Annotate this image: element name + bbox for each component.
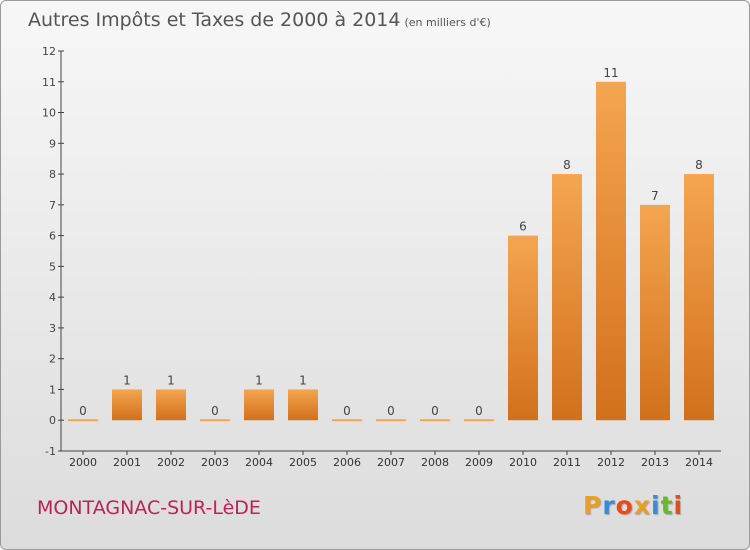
bar-value-label: 8	[563, 158, 571, 172]
bar[interactable]	[508, 235, 538, 421]
bar[interactable]	[420, 419, 450, 422]
y-tick-label: 3	[49, 322, 56, 335]
y-tick-label: 7	[49, 199, 56, 212]
x-tick-label: 2006	[333, 456, 361, 469]
bar[interactable]	[552, 174, 582, 421]
x-tick-label: 2014	[685, 456, 713, 469]
y-tick-label: 2	[49, 353, 56, 366]
logo-letter: x	[633, 491, 651, 520]
bar-value-label: 11	[603, 66, 618, 80]
logo-letter: i	[673, 491, 684, 520]
bar[interactable]	[684, 174, 714, 421]
bar[interactable]	[200, 419, 230, 422]
y-tick-label: 12	[42, 45, 56, 58]
y-tick-label: 8	[49, 168, 56, 181]
y-tick-label: 0	[49, 414, 56, 427]
bar-value-label: 0	[431, 404, 439, 418]
bar[interactable]	[112, 389, 142, 421]
bar-value-label: 1	[299, 373, 307, 387]
logo-letter: r	[602, 491, 616, 520]
x-tick-label: 2005	[289, 456, 317, 469]
bar-value-label: 0	[475, 404, 483, 418]
x-tick-label: 2011	[553, 456, 581, 469]
y-tick-label: 1	[49, 383, 56, 396]
y-tick-label: 11	[42, 76, 56, 89]
logo-letter: P	[583, 491, 603, 520]
bar-value-label: 0	[343, 404, 351, 418]
x-tick-label: 2008	[421, 456, 449, 469]
y-tick-label: 9	[49, 137, 56, 150]
bar[interactable]	[156, 389, 186, 421]
bar-value-label: 7	[651, 189, 659, 203]
bars	[68, 81, 714, 422]
bar[interactable]	[332, 419, 362, 422]
x-tick-label: 2007	[377, 456, 405, 469]
title-text: Autres Impôts et Taxes de 2000 à 2014	[28, 9, 401, 31]
bar[interactable]	[640, 204, 670, 421]
logo-letter: t	[660, 491, 674, 520]
bar[interactable]	[244, 389, 274, 421]
bar[interactable]	[596, 81, 626, 421]
bar-value-label: 1	[123, 373, 131, 387]
bar[interactable]	[376, 419, 406, 422]
commune-name: MONTAGNAC-SUR-LèDE	[37, 497, 261, 519]
y-tick-label: 4	[49, 291, 56, 304]
x-tick-label: 2012	[597, 456, 625, 469]
logo-letter: o	[615, 491, 634, 520]
x-tick-label: 2004	[245, 456, 273, 469]
bar-value-label: 0	[79, 404, 87, 418]
bar[interactable]	[288, 389, 318, 421]
x-tick-label: 2013	[641, 456, 669, 469]
bar-value-label: 1	[255, 373, 263, 387]
x-tick-label: 2000	[69, 456, 97, 469]
x-tick-label: 2009	[465, 456, 493, 469]
bar-value-label: 0	[387, 404, 395, 418]
logo-letter: i	[651, 491, 661, 520]
y-tick-label: 5	[49, 260, 56, 273]
x-tick-label: 2002	[157, 456, 185, 469]
bar-value-label: 1	[167, 373, 175, 387]
bar[interactable]	[464, 419, 494, 422]
unit-label: (en milliers d'€)	[404, 16, 491, 29]
chart-title: Autres Impôts et Taxes de 2000 à 2014 (en…	[28, 9, 491, 31]
bar-value-label: 0	[211, 404, 219, 418]
bar-value-label: 8	[695, 158, 703, 172]
x-tick-label: 2003	[201, 456, 229, 469]
x-tick-label: 2010	[509, 456, 537, 469]
y-tick-label: -1	[45, 445, 56, 458]
x-tick-label: 2001	[113, 456, 141, 469]
y-tick-label: 6	[49, 230, 56, 243]
y-tick-label: 10	[42, 107, 56, 120]
proxiti-logo[interactable]: Proxiti	[583, 491, 683, 520]
bar[interactable]	[68, 419, 98, 422]
x-axis: 2000 2001 2002 2003 2004 2005 2006 2007 2008 2009…	[61, 450, 721, 469]
bar-value-label: 6	[519, 220, 527, 234]
